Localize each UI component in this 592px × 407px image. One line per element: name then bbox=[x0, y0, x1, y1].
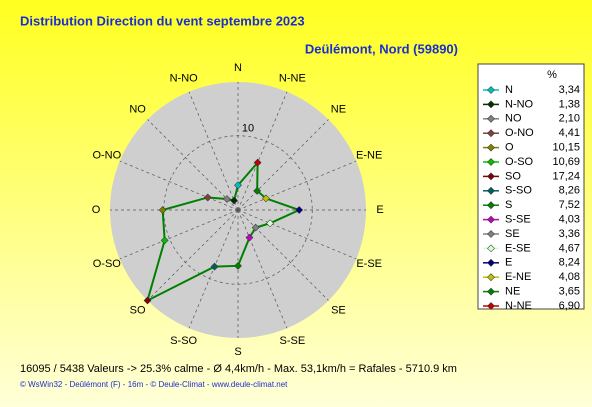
direction-label: SE bbox=[331, 304, 346, 316]
legend-swatch bbox=[487, 258, 495, 267]
legend-swatch bbox=[487, 287, 495, 296]
legend-label: E-NE bbox=[505, 271, 531, 283]
direction-label: E-SE bbox=[356, 258, 382, 270]
legend-label: S-SE bbox=[505, 214, 531, 226]
legend-swatch bbox=[487, 114, 495, 123]
legend-swatch bbox=[487, 215, 495, 224]
legend-label: SO bbox=[505, 170, 521, 182]
chart-title: Distribution Direction du vent septembre… bbox=[20, 13, 305, 28]
radar-point bbox=[203, 193, 212, 202]
direction-label: SO bbox=[130, 304, 146, 316]
radar-point bbox=[223, 195, 231, 203]
radar-point bbox=[143, 296, 152, 305]
direction-label: NO bbox=[129, 103, 146, 115]
radar-point bbox=[251, 223, 260, 232]
radar-point bbox=[262, 194, 270, 203]
radar-point bbox=[158, 206, 167, 214]
radar-point bbox=[245, 233, 254, 242]
direction-label: NE bbox=[331, 103, 346, 115]
legend-label: O bbox=[505, 142, 514, 154]
grid-ring bbox=[163, 135, 313, 285]
direction-label: O-NO bbox=[92, 150, 121, 162]
legend-value: 8,24 bbox=[559, 257, 580, 269]
legend-value: 1,38 bbox=[559, 98, 580, 110]
legend-swatch bbox=[487, 201, 495, 210]
direction-label: O bbox=[92, 204, 101, 216]
legend-value: 4,41 bbox=[559, 127, 580, 139]
footer: 16095 / 5438 Valeurs -> 25.3% calme - Ø … bbox=[20, 363, 457, 375]
legend-swatch bbox=[487, 244, 495, 253]
direction-label: E-NE bbox=[356, 150, 382, 162]
credit: © WsWin32 - Deûlémont (F) - 16m - © Deul… bbox=[20, 380, 288, 389]
direction-label: N-NE bbox=[279, 73, 306, 85]
radar-point bbox=[160, 236, 169, 245]
legend-swatch bbox=[487, 100, 495, 109]
direction-label: S-SO bbox=[170, 335, 197, 347]
legend-swatch bbox=[487, 158, 495, 166]
legend-value: 8,26 bbox=[559, 185, 580, 197]
legend-value: 3,65 bbox=[559, 286, 580, 298]
legend-label: N bbox=[505, 84, 513, 96]
radar-point bbox=[230, 196, 238, 205]
legend-header: % bbox=[547, 69, 557, 81]
r-tick-label: 10 bbox=[242, 123, 254, 135]
radar-point bbox=[266, 219, 274, 228]
legend-label: S-SO bbox=[505, 185, 532, 197]
legend-value: 4,08 bbox=[559, 271, 580, 283]
direction-label: E bbox=[376, 204, 383, 216]
legend-value: 4,03 bbox=[559, 214, 580, 226]
radar-point bbox=[234, 181, 242, 190]
legend-label: N-NE bbox=[505, 300, 532, 312]
legend-label: SE bbox=[505, 228, 520, 240]
legend-value: 4,67 bbox=[559, 242, 580, 254]
legend-swatch bbox=[487, 302, 495, 310]
direction-label: N bbox=[234, 62, 242, 74]
radar-point bbox=[210, 262, 219, 271]
radar-point bbox=[295, 206, 304, 214]
legend-value: 17,24 bbox=[552, 170, 580, 182]
direction-label: S-SE bbox=[279, 335, 305, 347]
legend-value: 3,36 bbox=[559, 228, 580, 240]
chart-subtitle: Deülémont, Nord (59890) bbox=[305, 41, 458, 56]
legend-value: 3,34 bbox=[559, 84, 580, 96]
legend-value: 7,52 bbox=[559, 199, 580, 211]
legend-label: O-SO bbox=[505, 156, 534, 168]
legend-swatch bbox=[487, 273, 495, 282]
legend-label: NE bbox=[505, 286, 520, 298]
radar-point bbox=[253, 186, 262, 195]
direction-label: N-NO bbox=[170, 73, 199, 85]
legend-value: 6,90 bbox=[559, 300, 580, 312]
legend-value: 10,69 bbox=[552, 156, 580, 168]
legend-label: E-SE bbox=[505, 242, 531, 254]
legend-label: N-NO bbox=[505, 98, 534, 110]
legend-label: O-NO bbox=[505, 127, 534, 139]
legend-swatch bbox=[487, 143, 495, 152]
legend-value: 2,10 bbox=[559, 113, 580, 125]
legend-swatch bbox=[487, 186, 495, 195]
legend-swatch bbox=[487, 86, 495, 94]
legend-label: S bbox=[505, 199, 512, 211]
legend-swatch bbox=[487, 129, 495, 138]
legend-label: E bbox=[505, 257, 512, 269]
radar-point bbox=[253, 158, 262, 167]
legend-swatch bbox=[487, 172, 495, 181]
legend-value: 10,15 bbox=[552, 142, 580, 154]
radar-point bbox=[234, 261, 242, 270]
legend-swatch bbox=[487, 230, 495, 238]
direction-label: S bbox=[234, 346, 241, 358]
direction-label: O-SO bbox=[93, 258, 122, 270]
legend-label: NO bbox=[505, 113, 522, 125]
